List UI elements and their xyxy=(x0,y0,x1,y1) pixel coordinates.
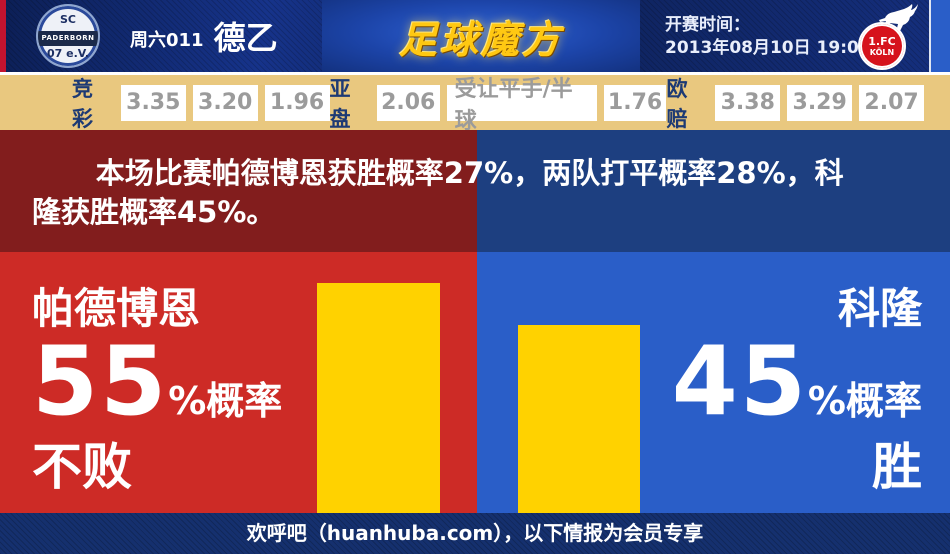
right-stripe-divider xyxy=(929,0,931,72)
handicap-away-odds: 1.76 xyxy=(603,84,667,121)
away-stats: 科隆 45 %概率 胜 xyxy=(672,252,922,492)
home-logo-text-sc: SC xyxy=(60,13,76,26)
euro-odds-draw: 3.29 xyxy=(787,84,853,121)
away-probability-suffix: %概率 xyxy=(807,379,922,423)
away-logo-badge: 1.FC KÖLN xyxy=(858,22,906,70)
site-logo-panel[interactable]: 足球魔方 xyxy=(322,0,640,72)
match-number: 周六011 xyxy=(130,30,204,51)
odds-label-yapan: 亚盘 xyxy=(329,76,351,131)
goat-icon xyxy=(879,4,918,33)
home-stats: 帕德博恩 55 %概率 不败 xyxy=(32,252,282,492)
odds-value-home-win: 3.35 xyxy=(120,84,186,121)
kickoff-time-block: 开赛时间： 2013年08月10日 19:00 xyxy=(665,14,871,60)
summary-line-1: 本场比赛帕德博恩获胜概率27%，两队打平概率28%，科 xyxy=(95,156,844,190)
right-blue-stripe xyxy=(931,0,950,72)
left-red-stripe xyxy=(0,0,6,72)
away-logo-text-koeln: KÖLN xyxy=(869,47,895,57)
away-probability-row: 45 %概率 xyxy=(671,327,922,437)
probability-chart: 帕德博恩 55 %概率 不败 科隆 45 %概率 胜 xyxy=(0,252,950,513)
away-team-logo-koeln: 1.FC KÖLN xyxy=(852,2,924,70)
header-separator xyxy=(0,72,950,75)
home-probability-row: 55 %概率 xyxy=(32,327,283,437)
odds-label-jingcai: 竞彩 xyxy=(72,76,93,131)
home-outcome-label: 不败 xyxy=(32,437,132,496)
odds-group-jingcai: 竞彩 3.35 3.20 1.96 xyxy=(72,73,330,133)
band-maroon-half xyxy=(0,130,477,252)
footer: 欢呼吧（huanhuba.com），以下情报为会员专享 xyxy=(0,513,950,554)
euro-odds-away: 2.07 xyxy=(859,84,924,121)
probability-summary-band: 本场比赛帕德博恩获胜概率27%，两队打平概率28%，科 隆获胜概率45%。 xyxy=(0,130,950,252)
odds-value-draw: 3.20 xyxy=(192,84,258,121)
home-team-name: 帕德博恩 xyxy=(32,284,201,333)
probability-summary-text: 本场比赛帕德博恩获胜概率27%，两队打平概率28%，科 隆获胜概率45%。 xyxy=(32,154,920,232)
match-header: SC PADERBORN 07 e.V. 周六011 德乙 足球魔方 开赛时间：… xyxy=(0,0,950,72)
match-info: 周六011 德乙 xyxy=(130,0,278,72)
handicap-home-odds: 2.06 xyxy=(376,84,440,121)
home-logo-text-07: 07 e.V. xyxy=(46,47,90,60)
home-team-logo-paderborn: SC PADERBORN 07 e.V. xyxy=(36,4,100,68)
footer-site-text: 欢呼吧（huanhuba.com），以下情报为会员专享 xyxy=(246,521,704,545)
summary-line-2: 隆获胜概率45%。 xyxy=(32,195,276,229)
home-probability-value: 55 xyxy=(32,327,169,437)
home-probability-suffix: %概率 xyxy=(168,379,283,423)
away-probability-value: 45 xyxy=(671,327,808,437)
home-logo-text-paderborn: PADERBORN xyxy=(38,31,98,46)
league-name: 德乙 xyxy=(213,19,278,57)
odds-value-away-win: 1.96 xyxy=(264,84,330,121)
away-outcome-label: 胜 xyxy=(872,437,922,496)
odds-label-oupei: 欧赔 xyxy=(666,76,688,131)
odds-bar: 竞彩 3.35 3.20 1.96 亚盘 2.06 受让平手/半球 1.76 欧… xyxy=(0,73,950,134)
kickoff-datetime: 2013年08月10日 19:00 xyxy=(665,38,871,58)
kickoff-label: 开赛时间： xyxy=(665,15,750,35)
euro-odds-home: 3.38 xyxy=(715,84,781,121)
home-probability-bar xyxy=(317,283,440,513)
odds-group-asian-handicap: 亚盘 2.06 受让平手/半球 1.76 xyxy=(329,73,667,134)
away-logo-text-1fc: 1.FC xyxy=(868,34,896,48)
away-probability-bar xyxy=(518,325,640,513)
odds-group-european: 欧赔 3.38 3.29 2.07 xyxy=(666,73,924,133)
handicap-line: 受让平手/半球 xyxy=(446,77,597,134)
band-navy-half xyxy=(477,130,950,252)
away-team-name: 科隆 xyxy=(837,284,922,333)
site-logo-text[interactable]: 足球魔方 xyxy=(398,17,563,62)
